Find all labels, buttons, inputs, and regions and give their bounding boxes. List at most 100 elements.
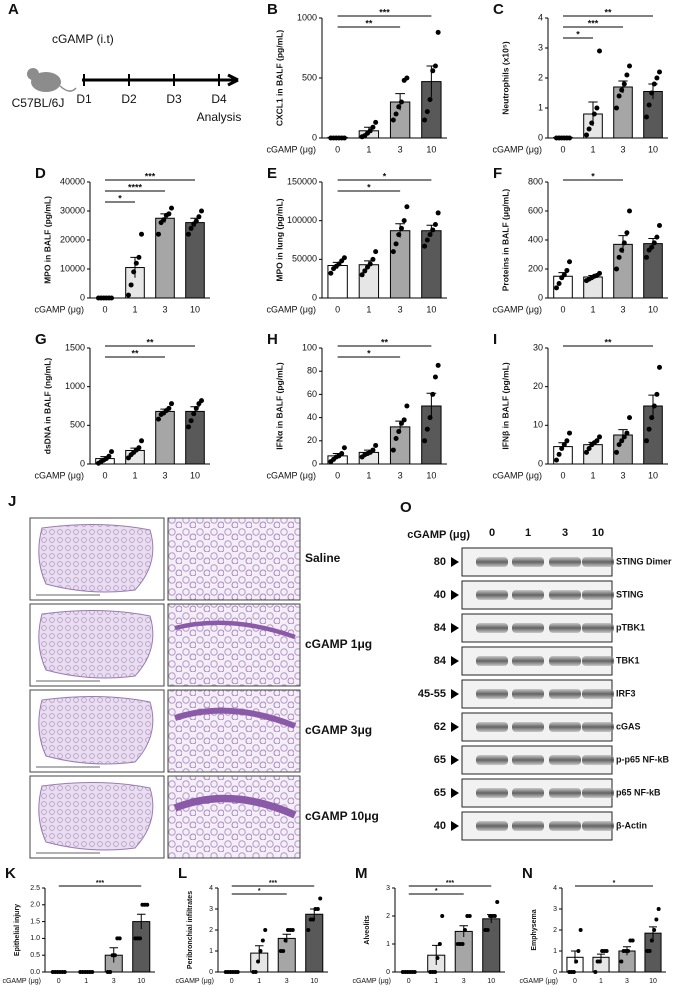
panel-label: J [8,493,16,510]
data-point [404,75,410,81]
data-point [396,232,402,238]
x-tick-label: 10 [310,978,318,985]
y-tick-label: 50000 [292,254,317,264]
data-point [427,232,433,238]
data-point [131,269,137,275]
y-tick-label: 600 [528,205,543,215]
error-bar [596,953,606,961]
x-tick-label: 0 [230,978,234,985]
y-tick-label: 30 [533,342,543,352]
y-tick-label: 2 [553,927,557,934]
data-point [567,430,573,436]
x-axis-label: cGAMP (μg) [34,304,84,314]
data-point [594,105,600,111]
blot-band [512,623,544,633]
data-point [643,438,649,444]
data-point [253,970,258,974]
mouse-body [31,72,61,92]
mouse-head [27,68,39,80]
treatment-label: cGAMP (i.t) [52,32,114,46]
lung-section [38,695,154,765]
data-point [341,135,347,141]
significance-label: * [258,888,261,895]
x-tick-label: 3 [112,978,116,985]
data-point [586,446,592,452]
data-point [398,420,404,426]
data-point [169,401,175,407]
data-point [583,449,589,455]
data-point [593,970,598,974]
day-label: D1 [76,92,92,106]
error-bar [254,945,264,961]
data-point [435,210,441,216]
data-point [318,896,323,901]
panel-label: D [35,165,46,182]
y-tick-label: 1 [386,941,390,948]
x-axis-label: cGAMP (μg) [34,470,84,480]
data-point [166,211,172,217]
bar [643,243,663,299]
data-point [594,438,600,444]
data-point [306,928,311,932]
y-tick-label: 60 [307,389,317,399]
data-point [432,63,438,69]
y-axis-label: Proteins in BALF (μg/mL) [500,189,510,292]
x-tick-label: 3 [620,470,625,480]
data-point [412,970,417,974]
data-point [390,117,396,123]
y-tick-label: 0 [553,969,557,976]
x-tick-label: 0 [573,978,577,985]
significance-label: ** [365,18,373,28]
significance-label: ** [381,337,389,347]
data-point [462,928,467,932]
data-point [616,254,622,260]
blot-band [549,590,581,600]
data-point [432,222,438,228]
data-point [556,451,562,457]
bar [358,264,380,299]
data-point [128,282,134,288]
data-point [624,72,630,78]
data-point [643,114,649,120]
y-tick-label: 0 [538,458,543,468]
data-point [185,424,191,430]
x-tick-label: 0 [335,470,340,480]
y-tick-label: 400 [528,234,543,244]
bar [132,921,151,973]
data-point [427,415,433,421]
data-point [196,214,202,220]
blot-band [512,689,544,699]
data-point [621,81,627,87]
y-tick-label: 4 [538,12,543,22]
panel-label: A [8,1,19,18]
data-point [597,270,603,276]
blot-band [512,722,544,732]
blot-band [582,689,614,699]
y-axis-label: Emphysema [531,909,538,950]
kda-label: 65 [434,754,446,766]
protein-label: IRF3 [616,688,636,698]
data-point [571,970,576,974]
y-axis-label: IFNα in BALF (pg/mL) [274,362,284,450]
data-point [430,391,436,397]
data-point [619,959,624,964]
group-label: Saline [305,551,341,565]
data-point [185,231,191,237]
data-point [435,29,441,35]
data-point [191,411,197,417]
blot-band [549,689,581,699]
panel-label: F [493,165,502,182]
lane-label: 0 [489,527,495,539]
endpoint-label: Analysis [197,110,242,124]
data-point [393,435,399,441]
y-tick-label: 1.5 [30,918,40,925]
x-tick-label: 1 [590,470,595,480]
blot-band [549,557,581,567]
panel-label: E [267,165,277,182]
airway [173,794,297,819]
data-point [649,415,655,421]
data-point [117,936,122,941]
data-point [281,949,286,953]
y-tick-label: 0 [386,969,390,976]
data-point [258,949,263,953]
